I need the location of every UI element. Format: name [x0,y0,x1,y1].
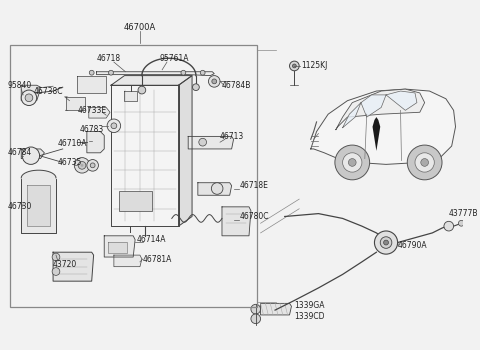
Circle shape [199,138,206,146]
Circle shape [200,70,205,75]
Circle shape [348,159,356,166]
Polygon shape [77,76,106,93]
Circle shape [87,160,98,171]
Text: 46710A: 46710A [58,139,87,148]
Circle shape [211,183,223,194]
Polygon shape [343,103,361,128]
Text: 43777B: 43777B [449,209,478,218]
Polygon shape [123,91,137,101]
Circle shape [107,119,120,133]
Polygon shape [96,72,214,76]
Circle shape [74,158,90,173]
Text: 46700A: 46700A [124,23,156,32]
Polygon shape [108,241,127,253]
Text: 95761A: 95761A [159,54,189,63]
Circle shape [444,221,454,231]
Text: 46783: 46783 [79,125,103,134]
Text: 46790A: 46790A [397,241,427,250]
Polygon shape [27,185,50,226]
Polygon shape [104,236,135,257]
Circle shape [384,240,388,245]
Text: 46784: 46784 [8,148,32,157]
Polygon shape [311,89,456,164]
Circle shape [374,231,397,254]
Circle shape [415,153,434,172]
Text: 1125KJ: 1125KJ [301,62,327,70]
Circle shape [111,123,117,129]
Text: 46714A: 46714A [137,235,167,244]
Bar [10,45,257,307]
Text: 46730: 46730 [8,202,32,211]
Circle shape [212,79,216,84]
Circle shape [138,86,146,94]
Polygon shape [89,107,110,118]
Circle shape [52,253,60,261]
Polygon shape [361,95,386,117]
Text: 46781A: 46781A [143,256,172,265]
Polygon shape [261,303,291,315]
Circle shape [251,314,261,324]
Text: 95840: 95840 [8,81,32,90]
Polygon shape [111,76,192,85]
Polygon shape [386,91,417,110]
Circle shape [52,268,60,275]
Circle shape [289,61,299,71]
Circle shape [208,76,220,87]
Text: 46784B: 46784B [222,81,252,90]
Text: 46733E: 46733E [77,106,107,115]
Circle shape [421,159,429,166]
Polygon shape [222,207,251,236]
Circle shape [192,84,199,91]
Polygon shape [66,97,85,110]
Polygon shape [372,117,380,151]
Polygon shape [53,252,94,281]
Circle shape [78,161,86,169]
Text: 1339GA: 1339GA [294,301,325,310]
Circle shape [181,70,186,75]
Circle shape [81,164,84,167]
Text: 46780C: 46780C [240,212,269,221]
Text: 46738C: 46738C [34,86,63,96]
Circle shape [25,94,33,102]
Circle shape [22,147,39,164]
Circle shape [21,90,36,105]
Polygon shape [198,183,232,195]
Circle shape [89,70,94,75]
Text: 43720: 43720 [53,260,77,269]
Text: 46713: 46713 [220,132,244,141]
Circle shape [90,163,95,168]
Polygon shape [336,89,425,130]
Polygon shape [21,149,44,159]
Text: 46718E: 46718E [240,181,268,190]
Circle shape [292,64,296,68]
Polygon shape [179,76,192,226]
Polygon shape [111,85,179,226]
Text: 46718: 46718 [96,54,120,63]
Text: 1339CD: 1339CD [294,312,325,321]
Circle shape [251,304,261,314]
Circle shape [407,145,442,180]
Polygon shape [188,136,234,149]
Circle shape [335,145,370,180]
Circle shape [343,153,362,172]
Bar [119,191,153,211]
Circle shape [458,220,464,226]
Circle shape [108,70,113,75]
Text: 46735: 46735 [58,158,82,167]
Circle shape [380,237,392,248]
Polygon shape [21,178,56,233]
Polygon shape [87,132,104,153]
Polygon shape [114,255,142,267]
Polygon shape [21,85,40,101]
